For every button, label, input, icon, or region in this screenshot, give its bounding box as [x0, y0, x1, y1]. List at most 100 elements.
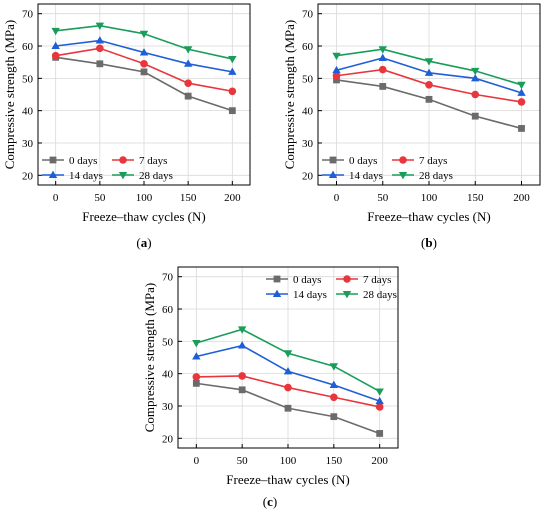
- x-axis-title: Freeze–thaw cycles (N): [226, 472, 349, 487]
- data-point-3: [283, 366, 293, 375]
- data-point-1: [425, 95, 433, 103]
- data-point-1: [96, 60, 104, 68]
- y-tick-label: 40: [162, 369, 174, 381]
- legend-label: 0 days: [293, 274, 321, 286]
- legend-marker: [343, 275, 351, 283]
- y-tick-label: 40: [22, 106, 34, 118]
- legend-label: 14 days: [349, 170, 383, 182]
- y-tick-label: 60: [162, 304, 174, 316]
- x-tick-label: 100: [136, 192, 153, 204]
- data-point-3: [378, 53, 387, 61]
- data-point-1: [471, 112, 479, 120]
- data-point-3: [332, 65, 341, 74]
- data-point-2: [375, 403, 384, 411]
- data-point-4: [471, 67, 480, 76]
- x-tick-label: 100: [421, 192, 438, 204]
- y-axis-title: Compressive strength (MPa): [142, 283, 157, 432]
- data-point-3: [424, 68, 434, 76]
- data-point-4: [332, 52, 341, 61]
- legend-marker: [273, 275, 281, 283]
- data-point-1: [518, 125, 525, 132]
- data-point-3: [517, 88, 526, 96]
- data-point-3: [375, 396, 384, 405]
- data-point-2: [228, 87, 237, 96]
- data-point-2: [51, 51, 60, 60]
- data-point-4: [95, 22, 105, 31]
- data-point-4: [283, 350, 293, 358]
- chart-panel-1: 0 50 100 150 200 20 30 40 50 60 70 Freeze–thaw cycl…: [2, 3, 251, 250]
- legend-marker: [329, 156, 337, 164]
- y-tick-label: 50: [162, 336, 174, 348]
- x-tick-label: 100: [280, 455, 297, 467]
- y-tick-label: 70: [162, 272, 174, 284]
- data-point-4: [183, 46, 193, 54]
- x-tick-label: 150: [180, 192, 197, 204]
- data-point-1: [284, 404, 292, 412]
- data-point-4: [237, 326, 247, 334]
- data-point-1: [228, 107, 236, 115]
- data-point-2: [471, 90, 480, 99]
- data-point-2: [517, 98, 526, 106]
- y-tick-label: 30: [162, 401, 174, 413]
- legend-label: 14 days: [69, 170, 103, 182]
- y-axis-title: Compressive strength (MPa): [282, 20, 297, 169]
- y-tick-label: 20: [22, 170, 34, 182]
- x-tick-label: 200: [513, 192, 530, 204]
- panel-caption: (a): [136, 235, 151, 250]
- y-tick-label: 60: [302, 41, 314, 53]
- data-point-3: [192, 352, 201, 360]
- legend-label: 28 days: [419, 170, 453, 182]
- data-point-2: [140, 59, 148, 68]
- data-point-1: [140, 68, 148, 76]
- legend-label: 0 days: [349, 155, 377, 167]
- data-point-4: [517, 81, 526, 90]
- panel-caption: (b): [421, 235, 437, 250]
- data-point-4: [424, 58, 434, 66]
- legend-label: 14 days: [293, 289, 327, 301]
- chart-panel-3: 0 50 100 150 200 20 30 40 50 60 70 Freeze–thaw cycl…: [142, 266, 399, 509]
- data-point-4: [329, 363, 339, 371]
- x-axis-title: Freeze–thaw cycles (N): [82, 209, 205, 224]
- data-point-2: [238, 372, 246, 380]
- data-point-3: [329, 380, 339, 388]
- y-tick-label: 70: [302, 9, 314, 21]
- legend-label: 28 days: [139, 170, 173, 182]
- data-point-2: [378, 65, 387, 74]
- legend-marker: [272, 289, 282, 297]
- x-tick-label: 150: [326, 455, 343, 467]
- legend-label: 0 days: [69, 155, 97, 167]
- y-tick-label: 30: [302, 138, 314, 150]
- data-point-3: [228, 67, 237, 75]
- x-tick-label: 0: [53, 192, 59, 204]
- y-tick-label: 30: [22, 138, 34, 150]
- legend-marker: [399, 156, 407, 164]
- x-tick-label: 50: [237, 455, 249, 467]
- legend-label: 7 days: [419, 155, 447, 167]
- data-point-4: [139, 30, 149, 39]
- data-point-1: [238, 386, 246, 394]
- y-tick-label: 70: [22, 9, 34, 21]
- data-point-1: [330, 413, 338, 421]
- data-point-2: [284, 383, 292, 392]
- chart-panel-2: 0 50 100 150 200 20 30 40 50 60 70 Freeze–thaw cycl…: [282, 3, 541, 250]
- data-point-1: [184, 92, 192, 100]
- data-point-2: [192, 373, 201, 381]
- y-tick-label: 40: [302, 106, 314, 118]
- x-tick-label: 0: [334, 192, 340, 204]
- data-point-1: [192, 379, 200, 387]
- y-tick-label: 20: [162, 433, 174, 445]
- legend-label: 7 days: [139, 155, 167, 167]
- data-point-2: [96, 44, 104, 53]
- x-tick-label: 200: [371, 455, 388, 467]
- data-point-3: [95, 36, 105, 44]
- legend-marker: [342, 291, 352, 299]
- data-point-3: [183, 59, 193, 67]
- data-point-4: [375, 388, 384, 396]
- data-point-1: [379, 83, 387, 90]
- legend-marker: [118, 172, 128, 180]
- panel-caption: (c): [263, 494, 277, 509]
- legend-marker: [328, 170, 338, 178]
- x-tick-label: 150: [467, 192, 484, 204]
- y-tick-label: 20: [302, 170, 314, 182]
- data-point-2: [184, 79, 192, 87]
